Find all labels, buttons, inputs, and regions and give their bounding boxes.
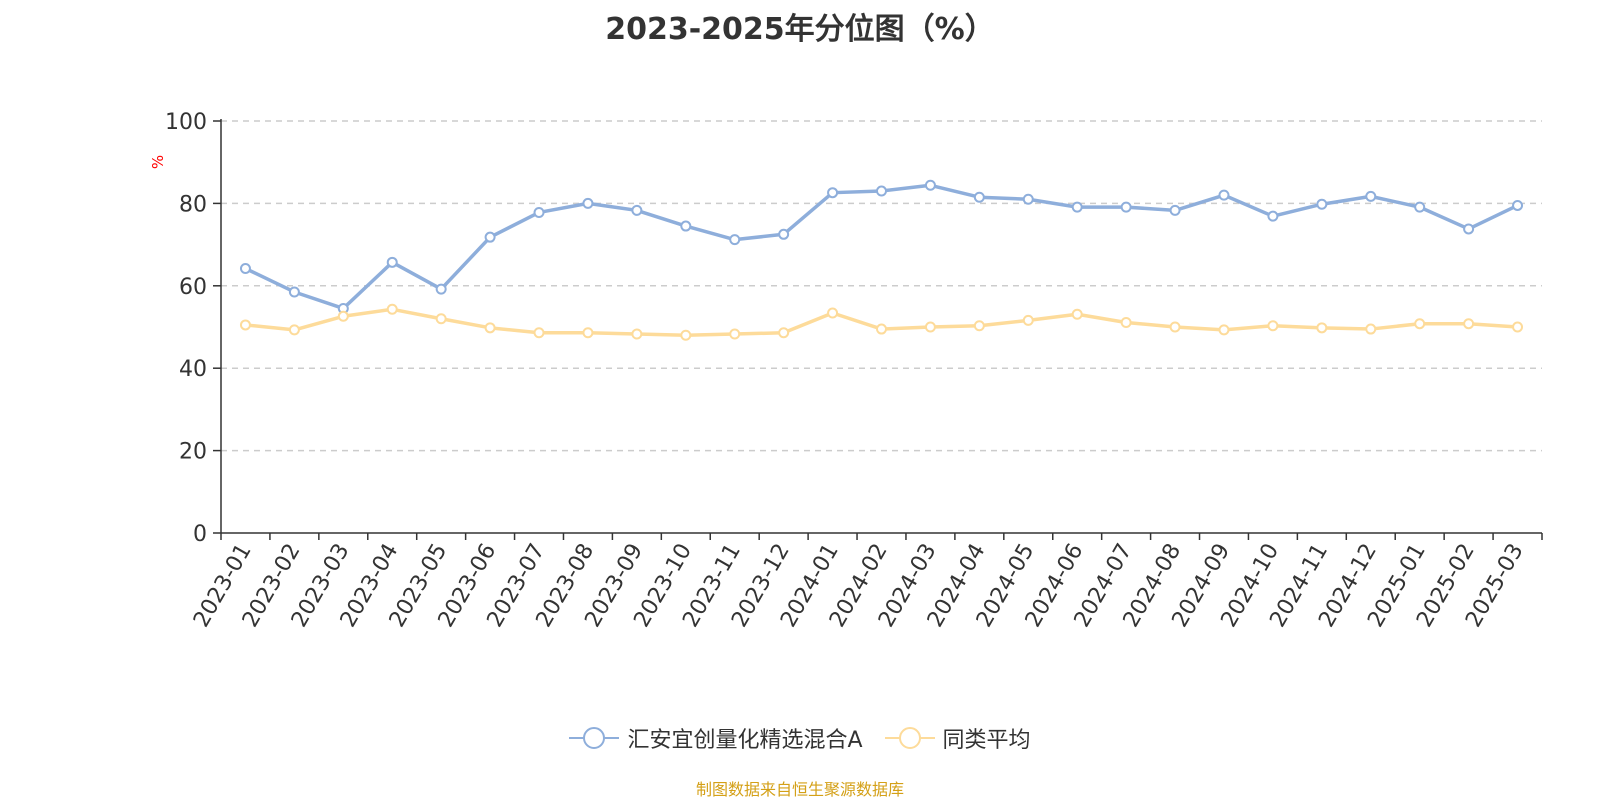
data-point [876, 323, 887, 335]
data-point [239, 262, 251, 274]
data-point [1169, 321, 1181, 333]
data-point [729, 234, 741, 246]
data-point [386, 256, 398, 268]
data-point [484, 322, 496, 334]
data-point [1120, 316, 1132, 328]
legend: 汇安宜创量化精选混合A 同类平均 [0, 722, 1600, 754]
data-point [337, 310, 349, 322]
data-point [778, 327, 790, 339]
y-tick-label: 80 [179, 192, 207, 217]
data-point [924, 321, 936, 333]
legend-label-fund: 汇安宜创量化精选混合A [627, 728, 863, 753]
y-axis-label: % [149, 155, 167, 169]
data-point [973, 320, 985, 332]
data-point [973, 191, 985, 203]
data-point [1022, 193, 1034, 205]
data-point [1120, 201, 1132, 213]
y-tick-label: 20 [179, 440, 207, 465]
series-lines [239, 179, 1524, 341]
data-point [1512, 321, 1524, 333]
data-point [1414, 318, 1426, 330]
data-point [631, 328, 643, 340]
data-point [582, 197, 594, 209]
y-tick-label: 100 [165, 110, 207, 135]
data-point [1218, 324, 1230, 336]
data-point [827, 307, 839, 319]
data-point [827, 187, 839, 199]
source-note: 制图数据来自恒生聚源数据库 [695, 780, 904, 799]
data-point [1365, 190, 1377, 202]
data-point [1071, 201, 1083, 213]
legend-item-fund[interactable]: 汇安宜创量化精选混合A [569, 722, 863, 754]
data-point [680, 329, 692, 341]
axes: 020406080100%2023-012023-022023-032023-0… [149, 110, 1543, 632]
legend-label-average: 同类平均 [942, 728, 1031, 753]
series-0 [239, 179, 1524, 314]
data-point [1414, 201, 1426, 213]
data-point [1463, 318, 1475, 330]
data-point [435, 283, 447, 295]
data-point [288, 324, 300, 336]
data-point [1463, 223, 1475, 235]
data-point [533, 327, 545, 339]
data-point [1365, 323, 1377, 335]
data-point [680, 220, 692, 232]
data-point [386, 303, 398, 315]
y-tick-label: 60 [179, 275, 207, 300]
legend-swatch-fund [569, 727, 620, 749]
data-point [1218, 189, 1230, 201]
y-tick-label: 0 [193, 522, 207, 547]
chart-title: 2023-2025年分位图（%） [605, 12, 995, 47]
legend-item-average[interactable]: 同类平均 [884, 722, 1031, 754]
data-point [1267, 320, 1279, 332]
data-point [1169, 204, 1181, 216]
series-1 [239, 303, 1524, 341]
data-point [1512, 199, 1524, 211]
data-point [729, 328, 741, 340]
gridlines [221, 120, 1542, 452]
data-point [239, 319, 251, 331]
data-point [435, 313, 447, 325]
y-tick-label: 40 [179, 357, 207, 382]
data-point [484, 231, 496, 243]
data-point [924, 179, 936, 191]
data-point [582, 327, 594, 339]
data-point [1267, 210, 1279, 222]
data-point [288, 286, 300, 298]
data-point [1316, 198, 1328, 210]
data-point [1071, 308, 1083, 320]
data-point [533, 206, 545, 218]
data-point [631, 204, 643, 216]
legend-swatch-average [884, 727, 935, 749]
data-point [1316, 322, 1328, 334]
data-point [1022, 314, 1034, 326]
data-point [778, 228, 790, 240]
data-point [876, 185, 887, 197]
